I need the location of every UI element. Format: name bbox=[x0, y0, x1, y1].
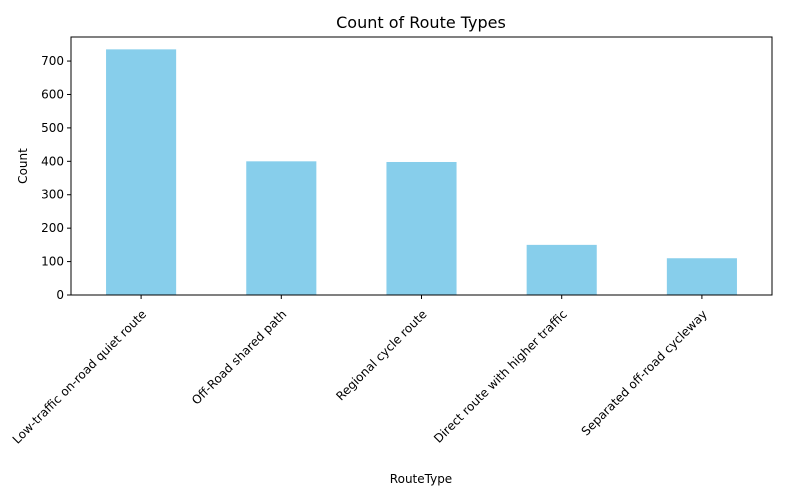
y-axis: 0 100 200 300 400 500 600 700 bbox=[41, 54, 71, 302]
y-axis-label: Count bbox=[16, 148, 30, 184]
y-tick-label: 500 bbox=[41, 121, 64, 135]
bar-3 bbox=[526, 244, 597, 295]
chart-title: Count of Route Types bbox=[336, 13, 506, 32]
bar-2 bbox=[386, 161, 457, 295]
bar-4 bbox=[666, 258, 737, 295]
y-tick-label: 100 bbox=[41, 255, 64, 269]
bar-1 bbox=[246, 161, 317, 295]
plot-area-frame bbox=[70, 36, 773, 296]
bar-0 bbox=[106, 49, 177, 296]
y-tick-label: 300 bbox=[41, 188, 64, 202]
bars-group bbox=[106, 49, 737, 296]
y-tick-label: 600 bbox=[41, 87, 64, 101]
y-tick-label: 400 bbox=[41, 154, 64, 168]
x-axis-label: RouteType bbox=[390, 472, 452, 486]
y-tick-label: 200 bbox=[41, 221, 64, 235]
y-tick-label: 0 bbox=[56, 288, 64, 302]
y-tick-label: 700 bbox=[41, 54, 64, 68]
